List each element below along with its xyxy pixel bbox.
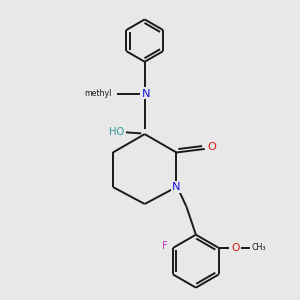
Text: O: O <box>232 243 240 253</box>
Text: O: O <box>207 142 216 152</box>
Text: HO: HO <box>109 128 124 137</box>
Text: N: N <box>142 88 151 98</box>
Text: methyl: methyl <box>84 89 112 98</box>
Text: CH₃: CH₃ <box>251 243 266 252</box>
Text: F: F <box>162 241 168 251</box>
Text: N: N <box>172 182 181 192</box>
